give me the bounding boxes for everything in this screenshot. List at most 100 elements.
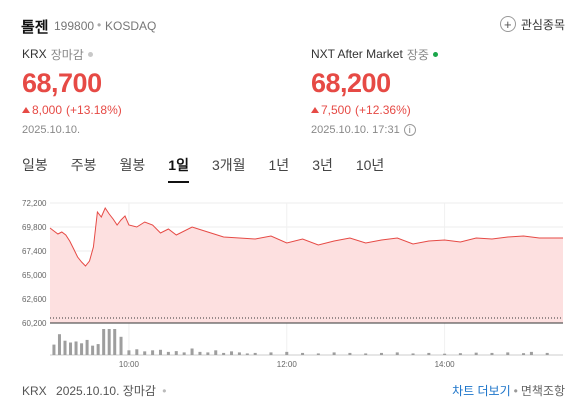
volume-bar — [269, 352, 273, 355]
volume-bar — [80, 343, 84, 355]
stock-name: 톨젠 — [21, 19, 49, 36]
volume-bar — [166, 351, 170, 355]
nxt-price-panel: NXT After Market 장중 68,200 7,500 (+12.36… — [311, 46, 438, 137]
chart-footer: KRX 2025.10.10. 장마감 • 차트 더보기 • 면책조항 — [22, 382, 565, 399]
volume-bar — [96, 344, 100, 355]
y-tick-label: 65,000 — [22, 271, 47, 280]
plus-circle-icon: + — [499, 16, 516, 32]
tab-monthly[interactable]: 월봉 — [119, 157, 146, 173]
volume-bar — [182, 352, 186, 355]
volume-bar — [332, 352, 336, 355]
volume-bar — [395, 352, 399, 355]
y-tick-label: 60,200 — [22, 319, 47, 328]
volume-bar — [301, 352, 305, 355]
volume-bar — [52, 344, 56, 355]
footer-source-row: KRX 2025.10.10. 장마감 • — [22, 382, 166, 399]
volume-bar — [198, 351, 202, 355]
nxt-price: 68,200 — [311, 68, 391, 98]
krx-status: 장마감 — [50, 47, 84, 62]
volume-bar — [316, 353, 320, 355]
volume-bar — [545, 352, 549, 355]
y-tick-label: 62,600 — [22, 295, 47, 304]
volume-bar — [151, 350, 155, 355]
tab-3month[interactable]: 3개월 — [211, 157, 246, 173]
volume-bar — [474, 352, 478, 355]
up-triangle-icon — [22, 107, 30, 113]
footer-separator: • — [513, 383, 518, 398]
nxt-change: 7,500 (+12.36%) — [311, 102, 438, 118]
krx-title-row: KRX 장마감 — [22, 46, 122, 62]
volume-bar — [458, 353, 462, 355]
volume-bar — [190, 348, 194, 355]
y-tick-label: 72,200 — [22, 199, 47, 208]
intraday-price-chart[interactable]: 72,200 69,800 67,400 65,000 62,600 60,200 10:0… — [0, 195, 583, 375]
disclaimer-link[interactable]: 면책조항 — [520, 384, 565, 398]
y-tick-label: 67,400 — [22, 247, 47, 256]
separator-dot: • — [97, 18, 102, 32]
krx-price-panel: KRX 장마감 68,700 8,000 (+13.18%) 2025.10.1… — [22, 46, 122, 137]
krx-change-amount: 8,000 — [32, 103, 63, 117]
footer-status-dot: • — [162, 384, 167, 398]
volume-bar — [443, 353, 447, 355]
volume-bar — [69, 342, 73, 355]
krx-change-percent: (+13.18%) — [66, 103, 122, 117]
y-tick-label: 69,800 — [22, 223, 47, 232]
nxt-change-amount: 7,500 — [321, 103, 352, 117]
tab-3year[interactable]: 3년 — [312, 157, 333, 173]
stock-header: 톨젠 199800 • KOSDAQ + 관심종목 — [21, 14, 565, 38]
volume-bar — [364, 353, 368, 355]
volume-bar — [490, 352, 494, 355]
footer-status: 장마감 — [122, 384, 156, 398]
nxt-status: 장중 — [406, 47, 429, 62]
krx-change: 8,000 (+13.18%) — [22, 102, 122, 118]
favorite-label: 관심종목 — [520, 17, 565, 32]
volume-bar — [135, 349, 139, 355]
volume-bar — [245, 353, 249, 355]
tab-daily[interactable]: 일봉 — [22, 157, 48, 173]
add-favorite-button[interactable]: + 관심종목 — [499, 14, 565, 34]
volume-bar — [113, 329, 117, 355]
volume-bar — [222, 352, 226, 355]
volume-bar — [127, 350, 131, 355]
x-tick-label: 12:00 — [277, 360, 298, 369]
nxt-date-row: 2025.10.10. 17:31 i — [311, 123, 438, 137]
footer-links: 차트 더보기 • 면책조항 — [452, 382, 565, 399]
nxt-change-percent: (+12.36%) — [355, 103, 411, 117]
volume-bar — [253, 352, 257, 355]
price-line — [49, 206, 563, 267]
x-tick-label: 10:00 — [119, 360, 140, 369]
info-icon[interactable]: i — [403, 124, 416, 136]
footer-source: KRX — [22, 384, 47, 398]
volume-bar — [214, 350, 218, 355]
volume-bar — [237, 352, 241, 355]
up-triangle-icon — [311, 107, 319, 113]
volume-bar — [107, 329, 111, 355]
volume-bar — [158, 349, 162, 355]
stock-code: 199800 — [54, 19, 95, 33]
volume-bar — [102, 329, 106, 355]
volume-bar — [85, 339, 89, 355]
more-chart-link[interactable]: 차트 더보기 — [452, 384, 511, 398]
volume-bar — [91, 345, 95, 355]
volume-bar — [427, 352, 431, 355]
footer-date: 2025.10.10. — [56, 384, 120, 398]
live-status-dot — [432, 51, 438, 57]
volume-bar — [285, 351, 289, 355]
x-tick-label: 14:00 — [435, 360, 456, 369]
volume-bar — [206, 352, 210, 355]
volume-bar — [143, 351, 147, 355]
volume-bar — [230, 351, 234, 355]
market-name: KOSDAQ — [105, 19, 157, 33]
tab-weekly[interactable]: 주봉 — [70, 157, 97, 173]
volume-bar — [522, 353, 526, 355]
tab-1year[interactable]: 1년 — [268, 157, 290, 173]
volume-bar — [119, 336, 123, 355]
tab-10year[interactable]: 10년 — [355, 157, 385, 173]
volume-bar — [529, 351, 533, 355]
tab-1day[interactable]: 1일 — [168, 155, 189, 183]
krx-price: 68,700 — [22, 68, 102, 98]
krx-date: 2025.10.10. — [22, 124, 81, 136]
volume-bar — [506, 352, 510, 355]
nxt-date: 2025.10.10. 17:31 — [311, 124, 400, 136]
volume-bar — [379, 352, 383, 355]
